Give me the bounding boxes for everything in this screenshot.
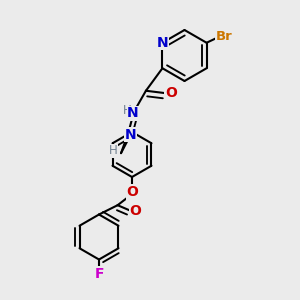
- Text: H: H: [109, 144, 118, 157]
- Text: O: O: [130, 204, 142, 218]
- Text: N: N: [127, 106, 139, 120]
- Text: F: F: [94, 267, 104, 281]
- Text: O: O: [165, 86, 177, 100]
- Text: Br: Br: [216, 30, 232, 43]
- Text: N: N: [157, 36, 168, 50]
- Text: O: O: [127, 185, 139, 199]
- Text: H: H: [123, 104, 132, 117]
- Text: N: N: [125, 128, 137, 142]
